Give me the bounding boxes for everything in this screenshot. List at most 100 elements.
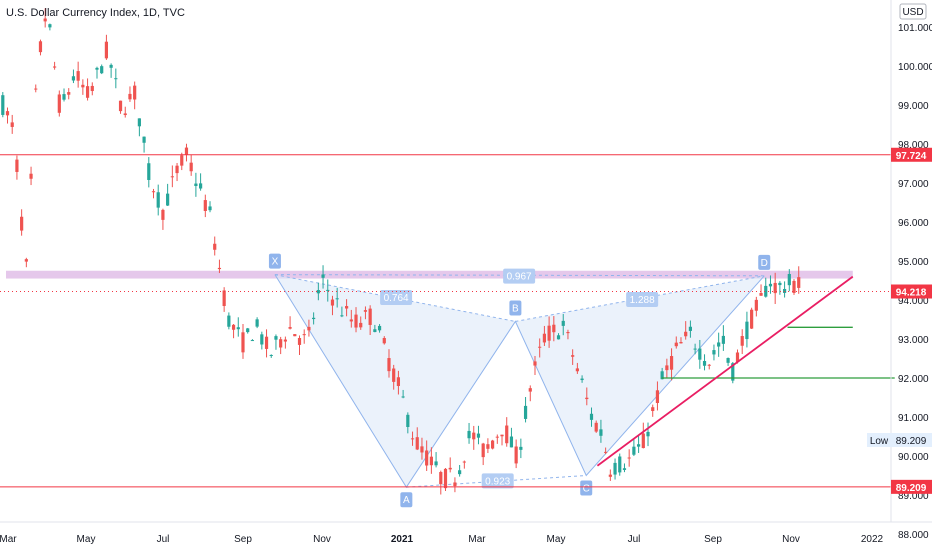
candle-body — [462, 461, 466, 463]
candle-body — [580, 378, 584, 381]
candle-body — [34, 88, 38, 90]
candle-body — [382, 338, 386, 344]
last-price-tag-label: 94.218 — [896, 287, 927, 298]
pattern-point-a-badge — [400, 492, 413, 508]
candle-body — [180, 155, 184, 166]
candle-body — [660, 371, 664, 380]
pattern-point-x-label: X — [272, 257, 279, 268]
candle-body — [523, 405, 528, 419]
y-tick-label: 101.000 — [898, 23, 932, 34]
y-tick-label: 92.000 — [898, 374, 929, 385]
candle-body — [646, 431, 650, 437]
candle-body — [495, 436, 499, 438]
candle-body — [81, 84, 85, 88]
resistance-zone — [6, 270, 853, 279]
candle-body — [392, 368, 396, 382]
price-axis[interactable]: 101.000 100.000 99.000 98.000 97.000 96.000 95… — [898, 23, 932, 550]
candle-body — [312, 317, 316, 320]
candle-body — [707, 364, 711, 366]
candle-body — [199, 183, 203, 189]
candle-body — [782, 288, 787, 293]
candle-body — [589, 413, 594, 420]
x-tick-label: 2022 — [861, 534, 884, 545]
candle-body — [425, 450, 429, 466]
candle-body — [627, 457, 631, 459]
candle-body — [269, 354, 273, 356]
pattern-ratio-label: 0.923 — [485, 476, 510, 487]
candle-body — [151, 191, 156, 193]
last-price-tag — [891, 284, 932, 299]
candle-body — [297, 338, 302, 345]
pattern-point-b-badge — [509, 300, 522, 316]
uptrend-line — [596, 275, 854, 467]
candle-body — [95, 67, 99, 70]
candle-body — [363, 310, 368, 312]
candle-body — [29, 173, 33, 179]
candle-body — [184, 147, 189, 155]
candle-body — [552, 324, 556, 333]
x-tick-label: 2021 — [391, 534, 414, 545]
candle-body — [142, 136, 146, 143]
candle-body — [48, 24, 52, 28]
candle-body — [547, 325, 551, 341]
candle-body — [260, 334, 264, 345]
candle-body — [241, 332, 245, 353]
candle-body — [161, 209, 165, 220]
candle-body — [754, 299, 758, 311]
candle-body — [655, 390, 660, 403]
x-tick-label: May — [77, 534, 96, 545]
candle-body — [698, 348, 702, 360]
y-tick-label: 94.000 — [898, 296, 929, 307]
pattern-ratio-badge — [626, 292, 659, 307]
candle-body — [538, 346, 542, 348]
candle-body — [246, 328, 250, 333]
candle-body — [778, 282, 782, 286]
candle-body — [688, 326, 693, 331]
candle-body — [679, 342, 683, 344]
y-tick-label: 95.000 — [898, 257, 929, 268]
candle-body — [571, 355, 575, 357]
level-support-tag — [891, 479, 932, 494]
x-tick-label: Nov — [782, 534, 800, 545]
candle-body — [429, 456, 433, 466]
y-tick-label: 90.000 — [898, 452, 929, 463]
pattern-bcd-fill — [515, 275, 765, 476]
candle-body — [717, 342, 721, 347]
candle-body — [100, 66, 104, 74]
pattern-ratio-badge — [380, 290, 413, 306]
y-tick-label: 97.000 — [898, 179, 929, 190]
candle-body — [170, 176, 174, 178]
candle-body — [792, 280, 796, 293]
candle-body — [613, 462, 617, 475]
time-axis[interactable]: Mar May Jul Sep Nov 2021 Mar May Jul Sep Nov 2022 — [0, 534, 884, 545]
low-value-tag — [891, 433, 932, 447]
candle-body — [264, 336, 269, 349]
candle-body — [750, 309, 754, 329]
candle-body — [528, 388, 532, 392]
candle-body — [387, 358, 391, 372]
candle-body — [114, 78, 118, 80]
candle-body — [1, 95, 5, 115]
candle-body — [293, 334, 297, 337]
candle-body — [20, 216, 24, 231]
candle-body — [307, 326, 311, 331]
candle-body — [415, 437, 419, 450]
candle-body — [359, 322, 363, 328]
candle-body — [434, 461, 438, 466]
candle-body — [340, 315, 344, 317]
candle-body — [373, 329, 377, 333]
pattern-point-a-label: A — [403, 495, 410, 506]
candles-layer — [1, 8, 801, 495]
currency-badge[interactable] — [899, 3, 927, 20]
candle-body — [561, 320, 565, 326]
pattern-ratio-badge — [481, 473, 514, 489]
candle-body — [509, 436, 514, 448]
candle-body — [458, 470, 462, 475]
candle-body — [335, 298, 339, 300]
candle-body — [500, 434, 504, 437]
x-tick-label: Mar — [468, 534, 486, 545]
candle-body — [67, 92, 71, 95]
x-tick-label: Jul — [628, 534, 641, 545]
candle-body — [302, 334, 306, 336]
